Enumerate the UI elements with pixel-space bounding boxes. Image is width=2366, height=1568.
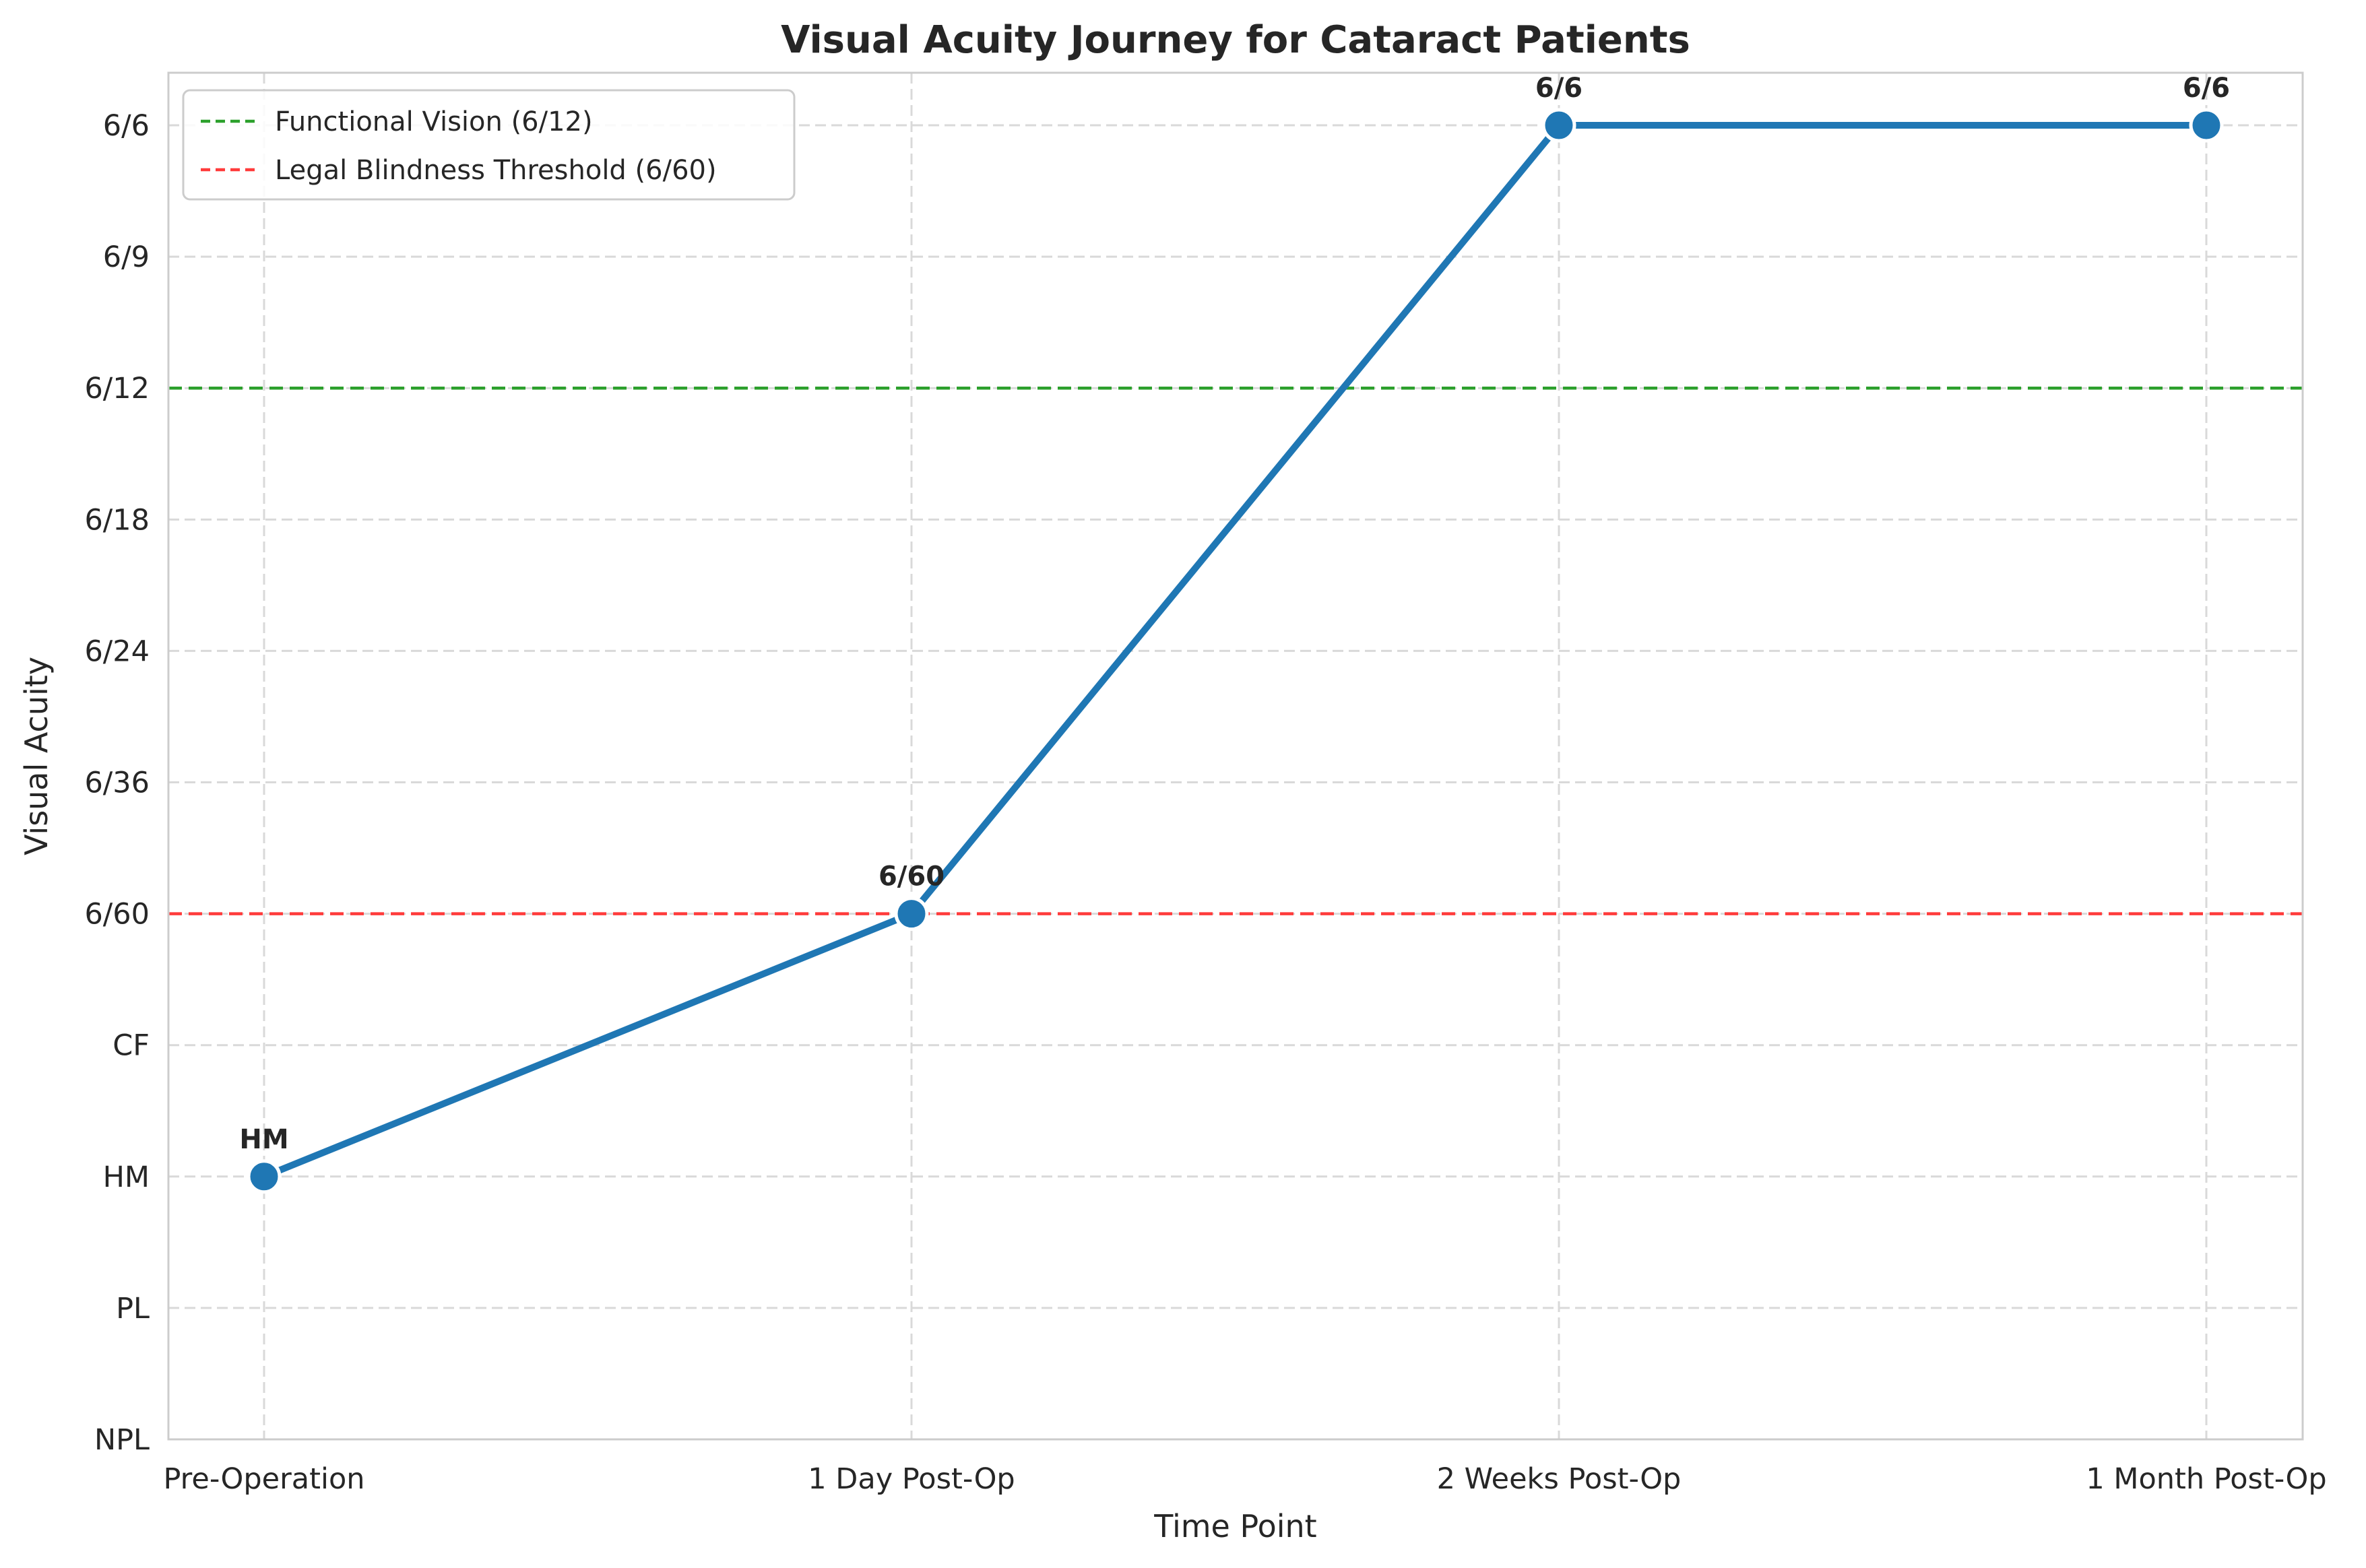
y-tick-label: 6/24 (84, 634, 150, 668)
y-tick-label: 6/9 (103, 240, 150, 274)
data-label: 6/6 (1535, 73, 1582, 104)
y-tick-labels: NPL PL HM CF 6/60 6/36 6/24 6/18 6/12 6/9 6/6 (84, 109, 150, 1457)
data-point (1541, 108, 1576, 143)
legend-box (182, 89, 796, 201)
y-tick-label: HM (103, 1161, 150, 1194)
plot-frame (167, 71, 2304, 1441)
data-label: HM (239, 1124, 288, 1155)
y-tick-label: 6/60 (84, 898, 150, 932)
data-point (247, 1159, 282, 1194)
y-tick-label: 6/12 (84, 372, 150, 405)
series-line (261, 122, 2210, 1180)
legend-label: Functional Vision (6/12) (275, 106, 593, 137)
y-tick-label: 6/18 (84, 503, 150, 537)
legend: Functional Vision (6/12) Legal Blindness … (182, 89, 796, 201)
x-tick-labels: Pre-Operation 1 Day Post-Op 2 Weeks Post-O… (163, 1462, 2326, 1496)
data-label: 6/6 (2183, 73, 2230, 104)
reference-lines (168, 386, 2303, 915)
x-tick-label: 2 Weeks Post-Op (1437, 1462, 1682, 1496)
y-tick-label: PL (116, 1292, 150, 1326)
legend-label: Legal Blindness Threshold (6/60) (275, 155, 717, 186)
x-tick-label: 1 Day Post-Op (808, 1462, 1015, 1496)
x-tick-label: 1 Month Post-Op (2086, 1462, 2326, 1496)
x-tick-label: Pre-Operation (163, 1462, 364, 1496)
x-axis-label: Time Point (1153, 1508, 1316, 1544)
y-tick-label: 6/6 (103, 109, 150, 143)
y-tick-label: 6/36 (84, 766, 150, 800)
data-point (2189, 108, 2224, 143)
data-label: 6/60 (878, 861, 945, 892)
y-tick-label: CF (113, 1029, 150, 1063)
y-tick-label: NPL (94, 1423, 150, 1457)
y-axis-label: Visual Acuity (18, 657, 55, 855)
grid-layer (168, 73, 2303, 1439)
series-layer: HM 6/60 6/6 6/6 (239, 73, 2230, 1194)
chart-title: Visual Acuity Journey for Cataract Patie… (781, 18, 1690, 62)
data-point (894, 896, 929, 932)
